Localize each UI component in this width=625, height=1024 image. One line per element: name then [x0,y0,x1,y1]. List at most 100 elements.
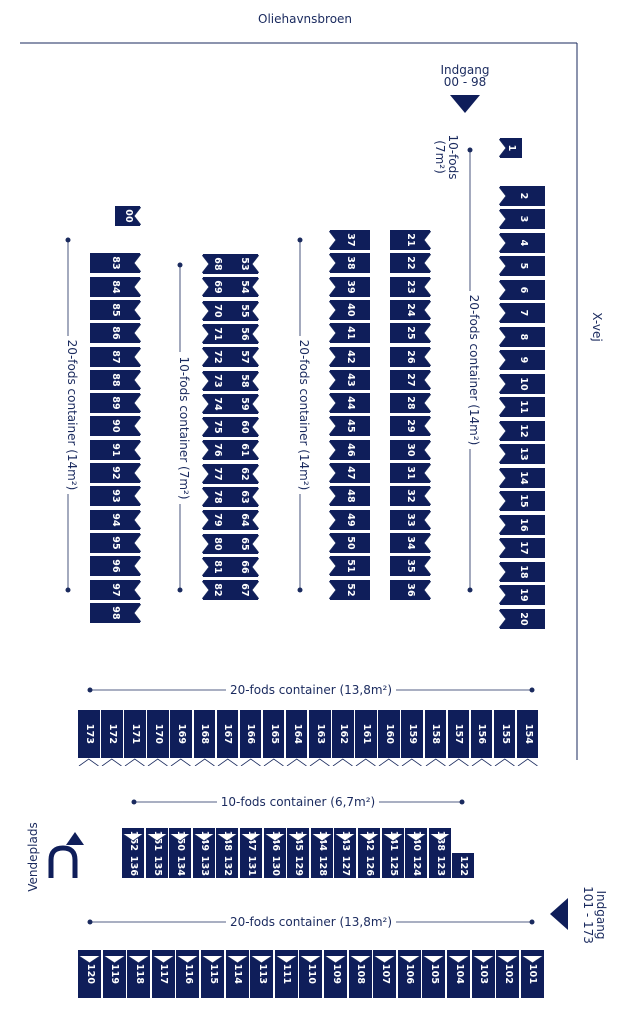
container-door-marker [216,827,238,842]
container-87: 87 [90,346,140,367]
container-38: 38 [330,253,370,274]
container-door-marker [398,949,421,964]
container-128: 128 [310,853,333,878]
container-27: 27 [390,369,430,390]
container-door-marker [498,609,507,629]
container-46: 46 [330,439,370,460]
container-30: 30 [390,439,430,460]
container-door-marker [201,487,210,507]
container-3: 3 [500,209,545,229]
container-door-marker [498,233,507,253]
container-door-marker [423,510,432,530]
container-door-marker [498,421,507,441]
container-door-marker [328,416,337,436]
container-110: 110 [299,950,323,998]
container-door-marker [328,323,337,343]
container-door-marker [498,444,507,464]
container-120: 120 [78,950,101,998]
container-door-marker [251,394,260,414]
container-door-marker [201,440,210,460]
container-29: 29 [390,416,430,437]
container-49: 49 [330,509,370,530]
container-door-marker [78,751,100,767]
container-124: 124 [405,853,428,878]
container-door-marker [355,751,377,767]
container-door-marker [498,538,507,558]
container-108: 108 [348,950,372,998]
container-48: 48 [330,486,370,507]
container-door-marker [251,510,260,530]
container-21: 21 [390,230,430,250]
container-door-marker [133,440,142,460]
container-83: 83 [90,253,140,274]
container-door-marker [133,603,142,623]
container-43: 43 [330,369,370,390]
container-door-marker [328,440,337,460]
container-35: 35 [390,556,430,577]
container-door-marker [423,533,432,553]
container-89: 89 [90,393,140,414]
container-105: 105 [422,950,446,998]
container-door-marker [423,323,432,343]
container-door-marker [423,253,432,273]
container-47: 47 [330,463,370,483]
container-64: 64 [230,510,258,531]
container-117: 117 [151,950,175,998]
container-door-marker [176,949,199,964]
container-door-marker [328,370,337,390]
container-door-marker [378,751,400,767]
container-41: 41 [330,323,370,344]
entrance-top-range: 00 - 98 [443,75,487,89]
container-door-marker [133,556,142,576]
container-door-marker [201,301,210,321]
container-154: 154 [516,710,539,758]
container-door-marker [251,254,260,274]
dimension-endpoint-dot [529,919,535,925]
container-56: 56 [230,323,258,344]
container-74: 74 [203,393,231,414]
container-90: 90 [90,416,140,437]
container-door-marker [201,464,210,484]
container-40: 40 [330,299,370,320]
container-72: 72 [203,347,231,368]
container-107: 107 [373,950,397,998]
container-61: 61 [230,440,258,461]
container-door-marker [447,949,470,964]
container-119: 119 [102,950,126,998]
container-door-marker [423,370,432,390]
container-door-marker [405,827,427,842]
container-00: 00 [115,206,140,226]
container-60: 60 [230,417,258,438]
container-164: 164 [285,710,308,758]
container-75: 75 [203,417,231,438]
container-door-marker [498,491,507,511]
container-door-marker [103,949,126,964]
container-18: 18 [500,561,545,582]
container-58: 58 [230,370,258,391]
container-62: 62 [230,463,258,484]
container-door-marker [328,253,337,273]
container-door-marker [328,533,337,553]
container-door-marker [423,440,432,460]
container-13: 13 [500,444,545,464]
container-122: 122 [452,853,475,878]
container-door-marker [201,417,210,437]
container-12: 12 [500,420,545,441]
container-door-marker [498,186,507,206]
container-door-marker [498,350,507,370]
container-170: 170 [147,710,169,758]
container-26: 26 [390,346,430,367]
container-door-marker [423,416,432,436]
container-door-marker [263,751,285,767]
container-door-marker [448,751,470,767]
container-51: 51 [330,556,370,577]
dimension-endpoint-dot [131,799,137,805]
container-111: 111 [274,950,298,998]
container-door-marker [201,324,210,344]
container-door-marker [328,463,337,483]
container-door-marker [311,827,333,842]
container-door-marker [251,347,260,367]
container-79: 79 [203,510,231,531]
container-door-marker [133,323,142,343]
container-157: 157 [447,710,470,758]
